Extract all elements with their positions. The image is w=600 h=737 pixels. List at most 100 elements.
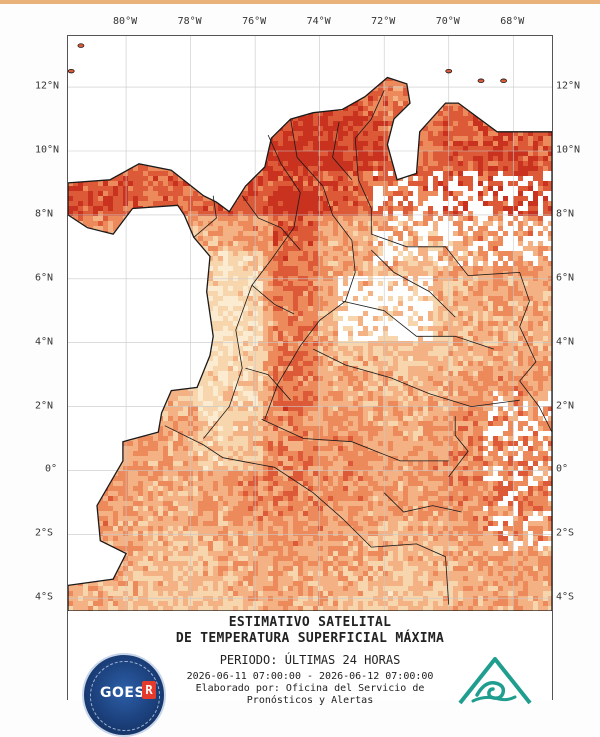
- temperature-cell: [368, 226, 373, 231]
- temperature-cell: [123, 291, 128, 296]
- temperature-cell: [78, 141, 83, 146]
- temperature-cell: [83, 216, 88, 221]
- temperature-cell: [123, 261, 128, 266]
- temperature-cell: [373, 126, 378, 131]
- temperature-cell: [393, 136, 398, 141]
- temperature-cell: [443, 161, 448, 166]
- temperature-cell: [363, 201, 368, 206]
- temperature-cell: [468, 241, 473, 246]
- temperature-cell: [233, 141, 238, 146]
- temperature-cell: [538, 241, 543, 246]
- temperature-cell: [183, 286, 188, 291]
- temperature-cell: [483, 61, 488, 66]
- temperature-cell: [73, 121, 78, 126]
- temperature-cell: [293, 191, 298, 196]
- temperature-cell: [443, 241, 448, 246]
- temperature-cell: [93, 41, 98, 46]
- temperature-cell: [363, 71, 368, 76]
- temperature-cell: [323, 241, 328, 246]
- temperature-cell: [208, 236, 213, 241]
- temperature-cell: [438, 61, 443, 66]
- temperature-cell: [388, 181, 393, 186]
- temperature-cell: [423, 191, 428, 196]
- temperature-cell: [113, 71, 118, 76]
- temperature-cell: [233, 81, 238, 86]
- temperature-cell: [523, 36, 528, 41]
- temperature-cell: [518, 96, 523, 101]
- temperature-cell: [383, 251, 388, 256]
- temperature-cell: [168, 226, 173, 231]
- temperature-cell: [93, 101, 98, 106]
- temperature-cell: [483, 196, 488, 201]
- temperature-cell: [458, 281, 463, 286]
- temperature-cell: [503, 191, 508, 196]
- temperature-cell: [203, 141, 208, 146]
- temperature-cell: [148, 86, 153, 91]
- temperature-cell: [253, 261, 258, 266]
- temperature-cell: [303, 186, 308, 191]
- temperature-cell: [113, 136, 118, 141]
- temperature-cell: [358, 41, 363, 46]
- temperature-cell: [508, 101, 513, 106]
- temperature-cell: [478, 131, 483, 136]
- temperature-cell: [358, 76, 363, 81]
- temperature-cell: [73, 91, 78, 96]
- temperature-cell: [343, 46, 348, 51]
- temperature-cell: [158, 256, 163, 261]
- temperature-cell: [468, 226, 473, 231]
- temperature-cell: [193, 71, 198, 76]
- map-frame[interactable]: [67, 35, 553, 612]
- temperature-cell: [428, 226, 433, 231]
- temperature-cell: [128, 91, 133, 96]
- temperature-cell: [378, 191, 383, 196]
- temperature-cell: [228, 271, 233, 276]
- temperature-cell: [543, 246, 548, 251]
- temperature-cell: [513, 106, 518, 111]
- temperature-cell: [193, 111, 198, 116]
- temperature-cell: [148, 281, 153, 286]
- temperature-cell: [118, 66, 123, 71]
- temperature-cell: [288, 51, 293, 56]
- temperature-cell: [358, 141, 363, 146]
- temperature-cell: [353, 81, 358, 86]
- temperature-cell: [363, 206, 368, 211]
- latitude-tick-label: 4°N: [556, 336, 574, 347]
- temperature-cell: [228, 201, 233, 206]
- temperature-cell: [238, 101, 243, 106]
- temperature-cell: [393, 131, 398, 136]
- temperature-map[interactable]: [68, 36, 552, 611]
- temperature-cell: [303, 96, 308, 101]
- temperature-cell: [513, 146, 518, 151]
- temperature-cell: [373, 91, 378, 96]
- temperature-cell: [438, 166, 443, 171]
- temperature-cell: [253, 126, 258, 131]
- temperature-cell: [343, 236, 348, 241]
- temperature-cell: [263, 91, 268, 96]
- temperature-cell: [243, 161, 248, 166]
- temperature-cell: [428, 131, 433, 136]
- temperature-cell: [138, 146, 143, 151]
- temperature-cell: [458, 131, 463, 136]
- temperature-cell: [318, 286, 323, 291]
- temperature-cell: [108, 161, 113, 166]
- temperature-cell: [403, 51, 408, 56]
- temperature-cell: [253, 231, 258, 236]
- temperature-cell: [123, 241, 128, 246]
- temperature-cell: [78, 136, 83, 141]
- temperature-cell: [123, 101, 128, 106]
- temperature-cell: [198, 286, 203, 291]
- temperature-cell: [383, 121, 388, 126]
- temperature-cell: [423, 91, 428, 96]
- temperature-cell: [218, 76, 223, 81]
- temperature-cell: [173, 236, 178, 241]
- temperature-cell: [143, 241, 148, 246]
- temperature-cell: [78, 121, 83, 126]
- temperature-cell: [468, 101, 473, 106]
- temperature-cell: [148, 46, 153, 51]
- temperature-cell: [378, 281, 383, 286]
- temperature-cell: [108, 56, 113, 61]
- temperature-cell: [228, 246, 233, 251]
- temperature-cell: [208, 161, 213, 166]
- temperature-cell: [183, 36, 188, 41]
- temperature-cell: [143, 201, 148, 206]
